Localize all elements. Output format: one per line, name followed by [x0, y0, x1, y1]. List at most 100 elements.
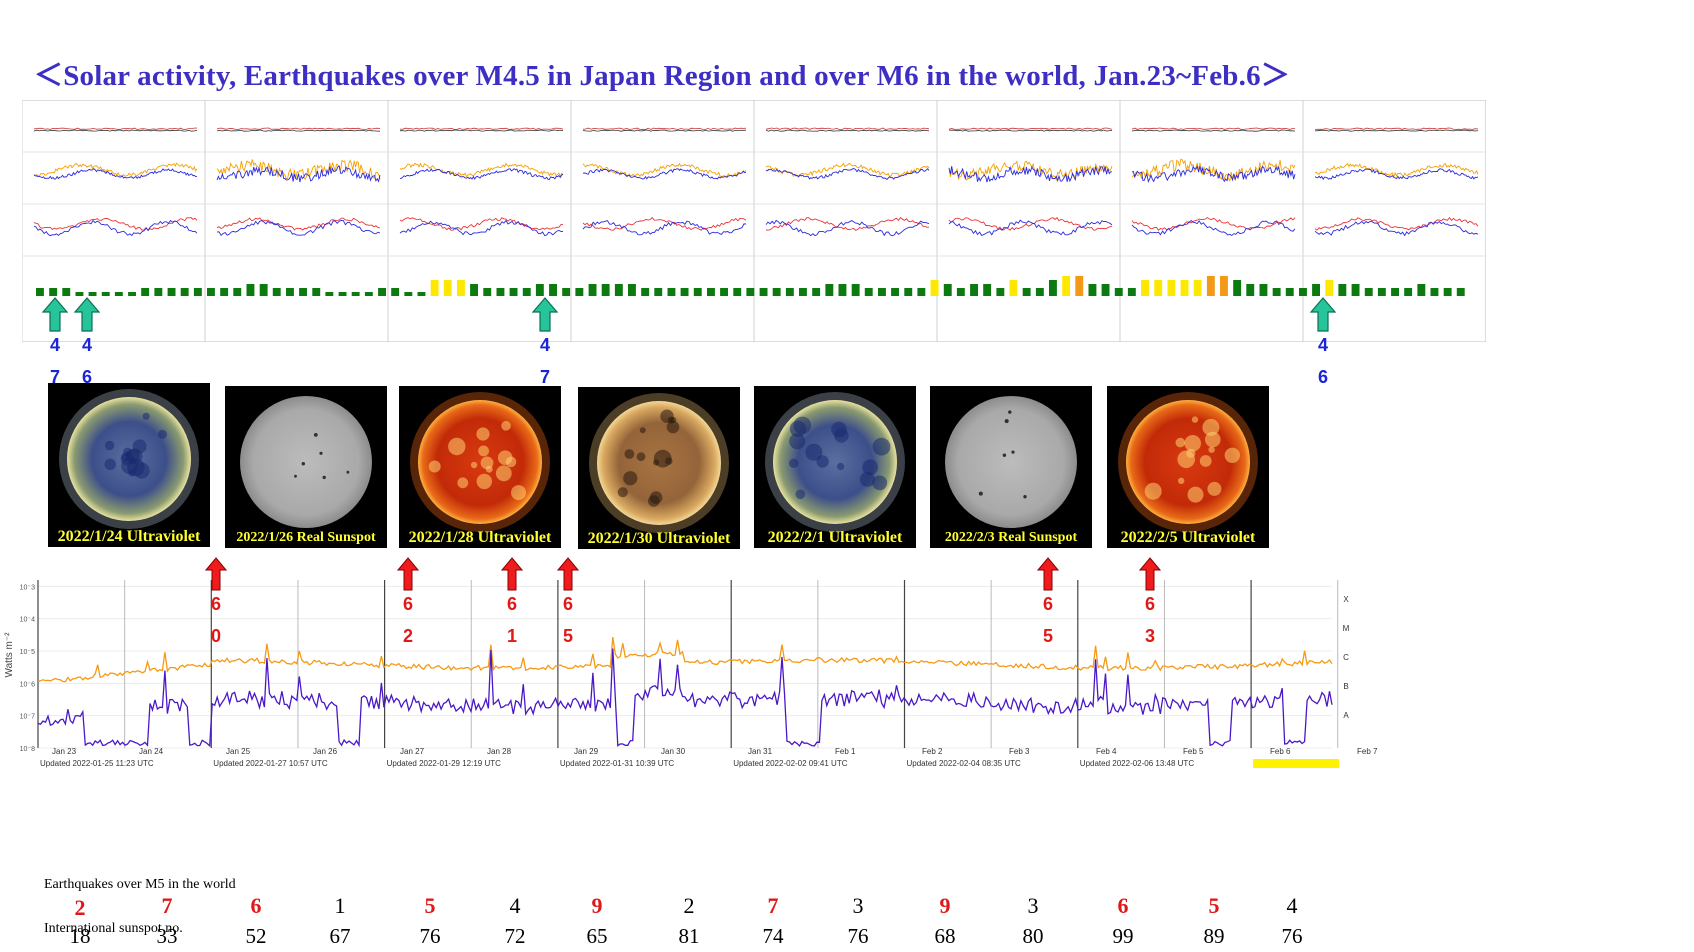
proton-flux-line [948, 127, 1113, 130]
magnetometer-line [33, 219, 198, 237]
page-title: ＜Solar activity, Earthquakes over M4.5 i… [34, 60, 1290, 92]
kp-bar [1272, 288, 1281, 296]
proton-flux-line [948, 129, 1113, 132]
kp-bar [746, 288, 755, 296]
kp-bar [207, 288, 215, 296]
kp-bar [1351, 284, 1360, 296]
kp-bar [1009, 280, 1018, 296]
proton-flux-line [1131, 127, 1296, 130]
magnetometer-line [399, 217, 563, 231]
kp-bar [1417, 284, 1426, 296]
kp-bar [193, 288, 202, 296]
earthquake-count: 3 [852, 893, 864, 918]
red-arrow-icon [501, 557, 523, 591]
sun-disk-image [765, 392, 905, 532]
y-tick-label: 10⁻6 [20, 681, 35, 688]
electron-flux-line [33, 162, 198, 177]
kp-bar [1075, 276, 1084, 296]
kp-bar [1180, 280, 1189, 296]
earthquake-count: 2 [683, 893, 695, 918]
x-tick-label: Jan 26 [313, 747, 338, 756]
magnitude-digit: 6 [1144, 594, 1155, 614]
kp-bar [799, 288, 807, 296]
proton-flux-line [765, 127, 930, 130]
magnetometer-line [582, 217, 747, 231]
x-tick-label: Jan 27 [400, 747, 425, 756]
magnitude-digit: 4 [81, 335, 92, 355]
magnitude-digit: 0 [210, 626, 221, 646]
electron-flux-line [1131, 165, 1296, 184]
kp-bar [838, 284, 847, 296]
kp-bar [1127, 288, 1136, 296]
kp-bar [483, 288, 492, 296]
updated-timestamp: Updated 2022-02-04 08:35 UTC [907, 759, 1022, 768]
magnetometer-line [765, 219, 930, 237]
kp-bar [1022, 288, 1031, 296]
magnetometer-line [216, 219, 381, 236]
electron-flux-line [765, 168, 930, 181]
kp-bar [1206, 276, 1215, 296]
kp-bar [391, 288, 400, 296]
electron-flux-line [33, 167, 197, 180]
kp-bar [470, 284, 478, 296]
kp-bar [956, 288, 965, 296]
x-tick-label: Jan 29 [574, 747, 599, 756]
magnitude-digit: 6 [210, 594, 221, 614]
teal-arrow-icon [42, 297, 68, 332]
kp-bar [970, 284, 978, 296]
red-arrow-icon [557, 557, 579, 591]
kp-bar [1312, 284, 1320, 296]
kp-bar [1377, 288, 1386, 296]
kp-bar [1233, 280, 1242, 296]
kp-bar [996, 288, 1005, 296]
kp-bar [1101, 284, 1110, 296]
flare-class-label: X [1343, 595, 1349, 604]
kp-bar [457, 280, 465, 296]
kp-bar [180, 288, 189, 296]
sun-image-tile: 2022/1/28 Ultraviolet [399, 386, 561, 548]
kp-bar [443, 280, 452, 296]
kp-bar [772, 288, 781, 296]
goes-composite-panel [22, 100, 1486, 342]
kp-bar [417, 292, 426, 296]
sun-image-caption: 2022/2/5 Ultraviolet [1120, 529, 1256, 546]
proton-flux-line [582, 129, 747, 132]
kp-bar [1391, 288, 1399, 296]
kp-bar [272, 288, 281, 296]
magnetometer-line [399, 219, 564, 237]
y-tick-label: 10⁻8 [20, 746, 35, 753]
kp-bar [878, 288, 886, 296]
y-tick-label: 10⁻5 [20, 649, 35, 656]
kp-bar [1220, 276, 1228, 296]
earthquake-count: 6 [1117, 893, 1129, 918]
kp-bar [351, 292, 360, 296]
kp-bar [667, 288, 676, 296]
kp-bar [1430, 288, 1439, 296]
kp-bar [1141, 280, 1149, 296]
x-tick-label: Jan 23 [52, 747, 77, 756]
x-tick-label: Jan 24 [139, 747, 164, 756]
flare-class-label: C [1343, 653, 1349, 662]
earthquake-count: 9 [591, 893, 603, 918]
x-tick-label: Feb 1 [835, 747, 856, 756]
electron-flux-line [765, 162, 930, 178]
sunspot-number: 80 [1022, 924, 1044, 948]
magnitude-digit: 6 [1317, 367, 1328, 387]
magnetometer-line [765, 216, 930, 231]
sunspot-number: 18 [69, 924, 91, 948]
x-tick-label: Feb 6 [1270, 747, 1291, 756]
kp-bar [785, 288, 794, 296]
sun-disk-image [410, 392, 550, 532]
highlight-box [1253, 759, 1340, 768]
kp-bar [88, 292, 97, 296]
sun-image-tile: 2022/1/26 Real Sunspot [225, 386, 387, 548]
sunspot-number: 76 [419, 924, 441, 948]
xray-long-wave-line [37, 637, 1333, 683]
kp-bar [1325, 280, 1334, 296]
kp-bar [167, 288, 176, 296]
kp-bar [549, 284, 557, 296]
